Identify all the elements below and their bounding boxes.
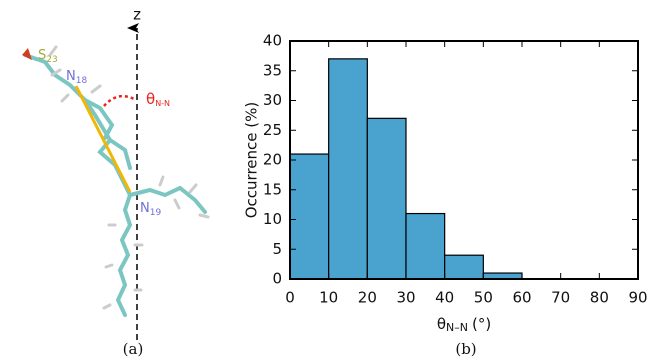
page: {"chart_data": {"type": "histogram", "bi…: [0, 0, 651, 359]
x-label-subscript: N–N: [446, 321, 468, 334]
x-axis-label: θN–N (°): [437, 315, 491, 335]
x-tick-label: 50: [474, 289, 493, 307]
x-tick-label: 0: [285, 289, 295, 307]
molecule: [25, 55, 205, 315]
atom-symbol: N: [140, 201, 150, 216]
molecule-panel: z S23 N18 N19 θN-N (a): [22, 6, 208, 359]
atom-index: 18: [76, 76, 88, 86]
x-tick-label: 60: [512, 289, 531, 307]
bar: [445, 255, 484, 279]
y-tick-label: 5: [272, 240, 282, 258]
atom-label: N19: [140, 201, 161, 218]
y-tick-label: 20: [263, 151, 282, 169]
bar: [406, 214, 445, 279]
angle-symbol: θ: [146, 90, 155, 108]
x-tick-label: 30: [396, 289, 415, 307]
x-tick-label: 90: [628, 289, 647, 307]
y-tick-label: 10: [263, 210, 282, 228]
y-tick-label: 40: [263, 32, 282, 50]
angle-subscript: N-N: [155, 99, 170, 108]
atom-index: 23: [46, 55, 57, 65]
x-label-unit: (°): [472, 315, 491, 333]
bar: [329, 59, 368, 279]
sulfonate: [22, 48, 32, 60]
x-tick-label: 40: [435, 289, 454, 307]
y-tick-label: 15: [263, 180, 282, 198]
x-tick-label: 20: [358, 289, 377, 307]
bar: [290, 154, 329, 279]
figure: z S23 N18 N19 θN-N (a) Occurrence (%) θN…: [0, 0, 651, 359]
angle-label: θN-N: [146, 90, 170, 108]
y-tick-label: 0: [272, 270, 282, 288]
x-tick-label: 10: [319, 289, 338, 307]
x-label-symbol: θ: [437, 315, 446, 333]
atom-symbol: S: [38, 48, 46, 63]
y-axis-label: Occurrence (%): [243, 102, 261, 218]
panel-label: (a): [123, 340, 144, 358]
n-n-vector: [76, 86, 130, 192]
atom-symbol: N: [66, 69, 76, 84]
panel-label: (b): [455, 340, 476, 358]
atom-label: N18: [66, 69, 87, 86]
y-tick-label: 35: [263, 61, 282, 79]
plot: 0 5 10 15 20 25 30 35 40 0 10 20 30 40 50 60 70 80 90: [263, 32, 648, 307]
y-tick-label: 30: [263, 91, 282, 109]
y-tick-label: 25: [263, 121, 282, 139]
angle-arc: [104, 96, 136, 106]
bar: [367, 118, 406, 279]
atom-index: 19: [150, 208, 162, 218]
x-tick-label: 80: [590, 289, 609, 307]
z-label: z: [133, 6, 141, 24]
x-tick-label: 70: [551, 289, 570, 307]
